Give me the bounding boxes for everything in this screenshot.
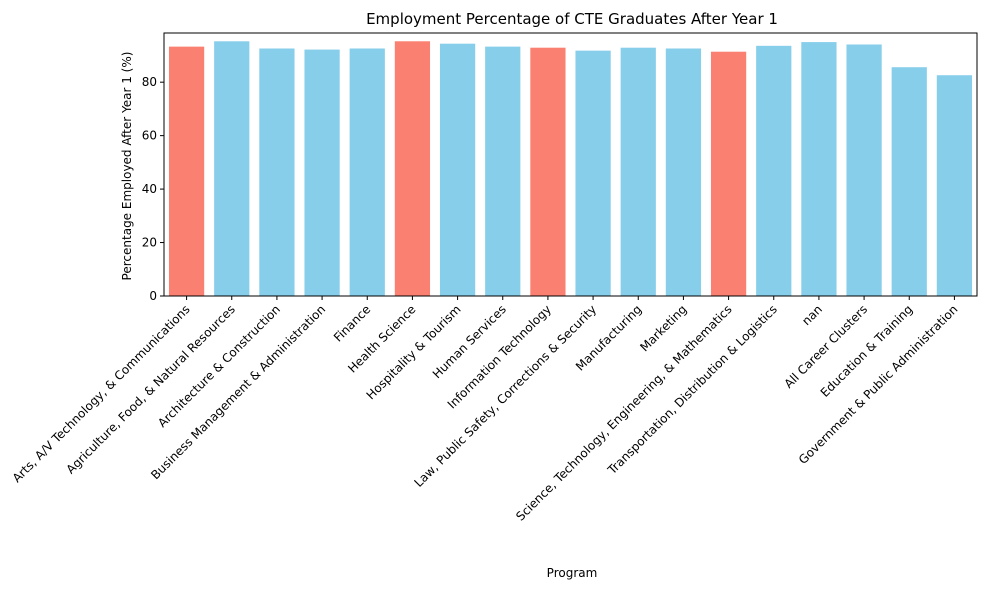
x-axis: Arts, A/V Technology, & CommunicationsAg…	[10, 296, 961, 524]
y-tick-label: 40	[142, 182, 157, 196]
bar	[168, 46, 205, 296]
bar	[801, 42, 837, 296]
bar	[349, 48, 385, 297]
x-tick-label: Transportation, Distribution & Logistics	[604, 302, 779, 477]
bar	[710, 51, 747, 296]
x-tick-label: Government & Public Administration	[796, 302, 961, 467]
bar	[259, 48, 295, 297]
x-tick-label: nan	[799, 302, 825, 328]
x-tick-label: All Career Clusters	[781, 302, 870, 391]
x-tick-label: Agriculture, Food, & Natural Resources	[64, 302, 238, 476]
bar	[756, 45, 792, 296]
bar	[936, 75, 973, 296]
y-tick-label: 0	[149, 289, 157, 303]
y-axis: 0 20 40 60 80	[142, 75, 164, 303]
y-tick-label: 80	[142, 75, 157, 89]
bar	[485, 46, 521, 296]
bar	[846, 44, 882, 296]
chart-title: Employment Percentage of CTE Graduates A…	[366, 10, 778, 28]
bar	[439, 43, 476, 296]
y-axis-label: Percentage Employed After Year 1 (%)	[120, 52, 134, 281]
bar	[665, 48, 702, 297]
bars	[168, 41, 973, 297]
bar	[620, 47, 656, 297]
y-tick-label: 20	[142, 236, 157, 250]
plot-frame	[163, 32, 978, 297]
bar	[530, 47, 566, 297]
bar	[214, 41, 250, 296]
bar	[304, 49, 340, 296]
bar	[891, 67, 927, 296]
x-tick-label: Science, Technology, Engineering, & Math…	[513, 302, 734, 523]
bar	[394, 41, 431, 296]
y-tick-label: 60	[142, 129, 157, 143]
bar	[575, 50, 611, 296]
x-axis-label: Program	[547, 566, 598, 580]
x-tick-label: Finance	[331, 302, 373, 344]
